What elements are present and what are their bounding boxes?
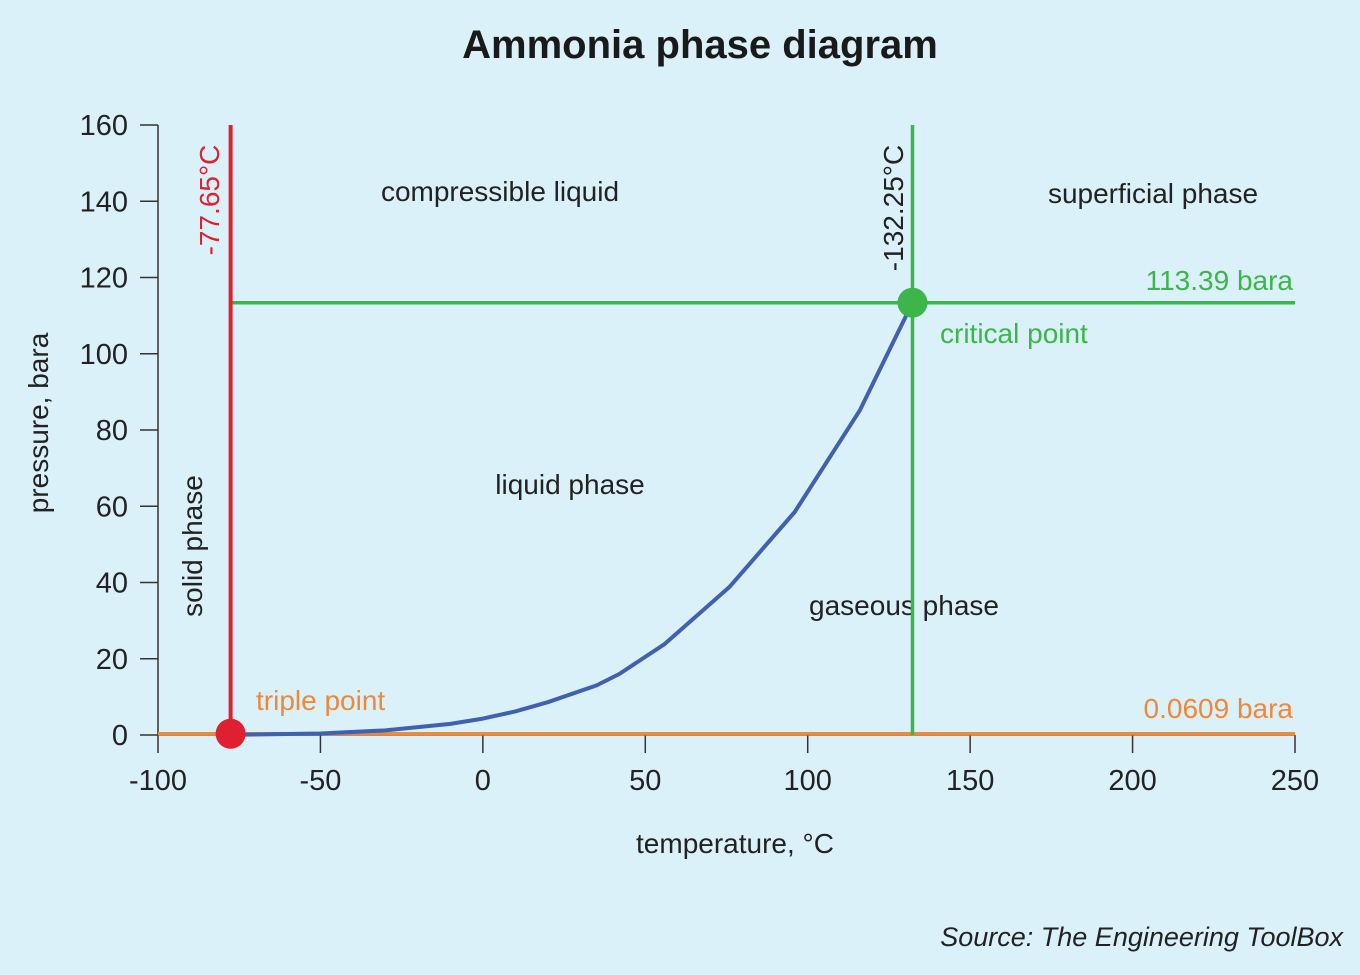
y-tick-label: 80 bbox=[96, 415, 128, 447]
y-tick-label: 20 bbox=[96, 644, 128, 676]
y-tick-label: 120 bbox=[80, 263, 128, 295]
x-tick-label: 250 bbox=[1271, 765, 1319, 797]
x-axis-label: temperature, °C bbox=[636, 828, 834, 859]
triple-temperature-label: -77.65°C bbox=[194, 145, 225, 256]
critical-pressure-label: 113.39 bara bbox=[1146, 265, 1294, 296]
series-layer bbox=[228, 300, 915, 737]
y-tick-label: 40 bbox=[96, 568, 128, 600]
region-label-compressible-liquid: compressible liquid bbox=[381, 176, 619, 207]
x-tick-label: 150 bbox=[946, 765, 994, 797]
y-tick-label: 60 bbox=[96, 491, 128, 523]
source-credit: Source: The Engineering ToolBox bbox=[940, 922, 1344, 952]
region-label-liquid-phase: liquid phase bbox=[495, 469, 644, 500]
x-tick-label: 0 bbox=[475, 765, 491, 797]
region-label-solid-phase: solid phase bbox=[177, 475, 208, 617]
x-tick-label: -50 bbox=[299, 765, 341, 797]
x-tick-label: 100 bbox=[784, 765, 832, 797]
axes-layer: 0 20 40 60 80 100 120 140 160 -100 -50 0 50 100 150 200… bbox=[80, 110, 1320, 797]
region-label-gaseous-phase: gaseous phase bbox=[809, 590, 999, 621]
y-tick-label: 140 bbox=[80, 186, 128, 218]
chart-title: Ammonia phase diagram bbox=[462, 23, 938, 67]
y-axis-label: pressure, bara bbox=[23, 332, 54, 513]
x-tick-label: 50 bbox=[629, 765, 661, 797]
vapor-pressure-curve bbox=[228, 300, 915, 737]
triple-point-label: triple point bbox=[256, 685, 385, 716]
x-tick-label: -100 bbox=[129, 765, 187, 797]
triple-pressure-label: 0.0609 bara bbox=[1144, 693, 1294, 724]
critical-point-marker bbox=[897, 287, 928, 318]
y-tick-label: 0 bbox=[112, 720, 128, 752]
region-label-superficial-phase: superficial phase bbox=[1048, 178, 1258, 209]
triple-point-marker bbox=[215, 718, 246, 749]
points-layer bbox=[215, 287, 928, 749]
critical-point-label: critical point bbox=[940, 318, 1088, 349]
y-tick-label: 100 bbox=[80, 339, 128, 371]
reference-lines-layer bbox=[158, 125, 1295, 736]
x-tick-label: 200 bbox=[1108, 765, 1156, 797]
critical-temperature-label: -132.25°C bbox=[878, 145, 909, 271]
y-tick-label: 160 bbox=[80, 110, 128, 142]
